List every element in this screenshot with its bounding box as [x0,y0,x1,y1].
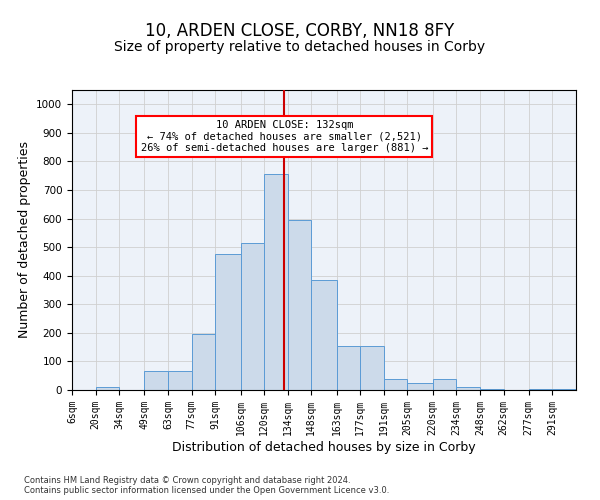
Bar [457,387,480,390]
Text: 10, ARDEN CLOSE, CORBY, NN18 8FY: 10, ARDEN CLOSE, CORBY, NN18 8FY [145,22,455,40]
Bar [311,280,337,390]
Text: Contains HM Land Registry data © Crown copyright and database right 2024.
Contai: Contains HM Land Registry data © Crown c… [24,476,389,495]
Bar [529,388,553,390]
Bar [384,378,407,390]
Bar [145,372,168,390]
Bar [433,378,457,390]
Text: Size of property relative to detached houses in Corby: Size of property relative to detached ho… [115,40,485,54]
Bar [553,388,576,390]
Bar [191,334,215,390]
Bar [480,388,503,390]
X-axis label: Distribution of detached houses by size in Corby: Distribution of detached houses by size … [172,440,476,454]
Bar [241,243,264,390]
Bar [407,383,433,390]
Text: 10 ARDEN CLOSE: 132sqm
← 74% of detached houses are smaller (2,521)
26% of semi-: 10 ARDEN CLOSE: 132sqm ← 74% of detached… [140,120,428,153]
Y-axis label: Number of detached properties: Number of detached properties [17,142,31,338]
Bar [288,220,311,390]
Bar [215,254,241,390]
Bar [168,372,191,390]
Bar [95,387,119,390]
Bar [360,346,384,390]
Bar [264,174,288,390]
Bar [337,346,360,390]
